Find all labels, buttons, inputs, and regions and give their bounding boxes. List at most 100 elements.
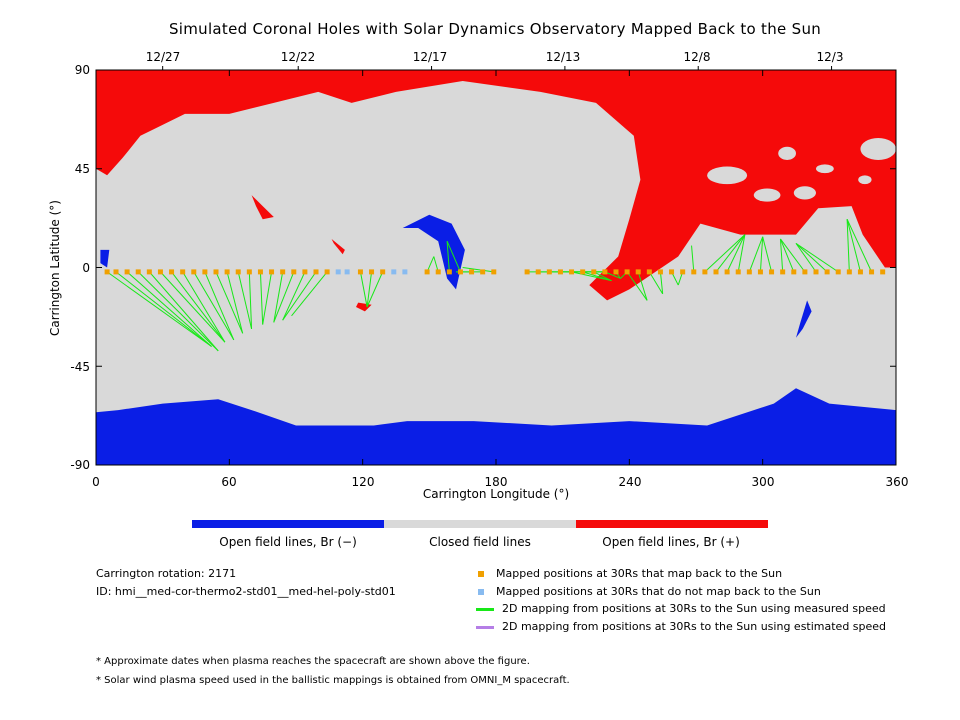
closed-island [778,146,796,160]
mapped-point [657,269,663,275]
model-id: ID: hmi__med-cor-thermo2-std01__med-hel-… [96,585,396,598]
mapped-point [691,269,697,275]
field-line [604,271,621,279]
mapped-point [213,269,219,275]
field-line [846,219,861,273]
open-negative-region [96,388,896,465]
mapped-point [224,269,230,275]
field-line [737,234,746,272]
field-line [171,271,226,343]
purple-line-icon [476,625,494,629]
mapped-point [380,269,386,275]
mapped-point [469,269,475,275]
mapped-point [780,269,786,275]
mapped-point [846,269,852,275]
mapped-point [569,269,575,275]
field-line [291,271,328,317]
open-negative-hole [796,300,812,338]
field-line [259,271,264,325]
mapped-point [880,269,886,275]
mapped-point [757,269,763,275]
mapped-point [713,269,719,275]
mapped-point [246,269,252,275]
x-tick-label: 0 [92,475,100,489]
field-line [248,271,253,329]
colorbar-label-open-negative: Open field lines, Br (−) [219,535,357,549]
field-line [366,271,384,308]
orange-square-icon [478,571,484,577]
colorbar-closed [384,520,576,528]
y-tick-label: -90 [70,458,90,472]
field-line [446,241,450,272]
y-tick-label: 45 [74,162,90,176]
green-line-icon [476,607,494,611]
field-line [759,236,764,272]
closed-island [753,188,781,202]
x-tick-label: 60 [221,475,237,489]
field-line [795,243,817,273]
field-line [795,242,839,273]
mapped-point [602,269,608,275]
closed-island [793,186,817,200]
open-positive-hole [331,239,345,255]
mapped-point [802,269,808,275]
field-line [226,271,244,334]
field-line [433,256,439,273]
mapped-point [535,269,541,275]
mapped-point [557,269,563,275]
open-negative-hole [100,249,110,268]
open-positive-region [96,70,896,301]
field-line [691,245,695,272]
mapped-point [180,269,186,275]
mapped-point [546,269,552,275]
mapped-point [646,269,652,275]
field-line [795,242,828,273]
field-line [748,236,764,273]
mapped-point [769,269,775,275]
unmapped-point [344,269,350,275]
field-line [593,271,612,282]
mapped-point [735,269,741,275]
carrington-rotation: Carrington rotation: 2171 [96,567,237,580]
mapped-point [157,269,163,275]
field-line [446,240,461,273]
mapped-point [269,269,275,275]
mapped-point [480,269,486,275]
field-line [648,271,664,295]
colorbar-label-open-positive: Open field lines, Br (+) [602,535,740,549]
colorbar-open-negative [192,520,384,528]
date-tick-label: 12/22 [280,50,316,64]
date-tick-label: 12/3 [816,50,844,64]
mapped-point [857,269,863,275]
mapped-point [324,269,330,275]
legend-label: 2D mapping from positions at 30Rs to the… [502,620,887,633]
unmapped-point [402,269,408,275]
field-line [282,271,317,321]
mapped-point [813,269,819,275]
footnote-speed: * Solar wind plasma speed used in the ba… [96,675,570,686]
mapped-point [357,269,363,275]
mapped-point [791,269,797,275]
mapped-point [835,269,841,275]
mapped-point [424,269,430,275]
mapped-point [824,269,830,275]
x-tick-label: 240 [618,475,642,489]
field-line [193,271,235,341]
field-line [148,271,219,352]
field-line [137,271,219,352]
field-line [582,271,612,282]
x-axis-label: Carrington Longitude (°) [422,487,570,501]
mapped-point [869,269,875,275]
field-line [780,238,806,273]
field-line [282,271,306,321]
unmapped-point [391,269,397,275]
legend-label: Mapped positions at 30Rs that map back t… [496,567,783,580]
mapped-point [669,269,675,275]
date-tick-label: 12/17 [412,50,448,64]
field-line [106,271,212,347]
x-tick-label: 300 [751,475,775,489]
mapped-point [135,269,141,275]
field-line [366,271,373,308]
field-line [273,271,295,323]
